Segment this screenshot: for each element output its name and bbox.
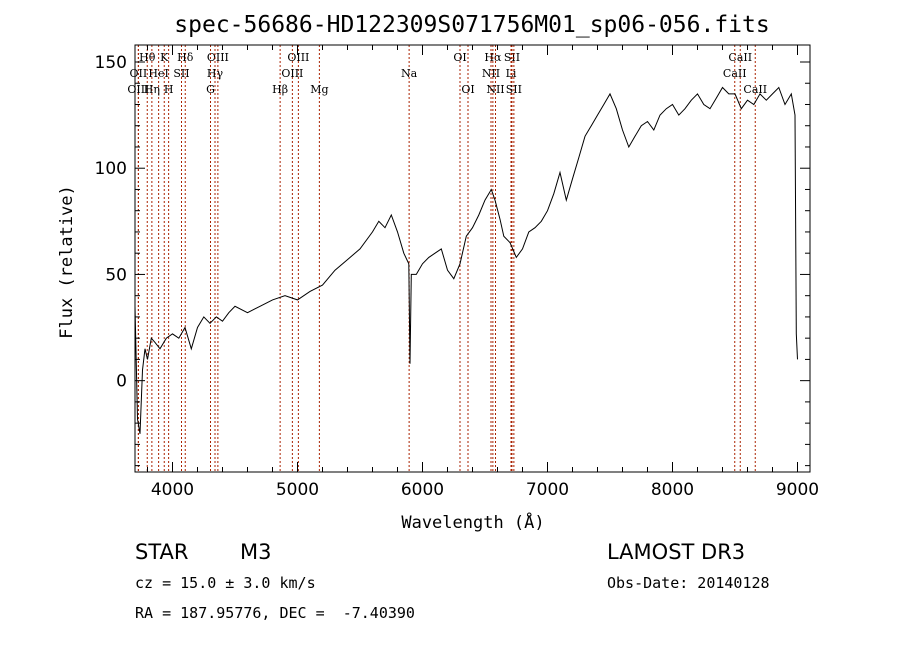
spectral-line-label: K (160, 51, 169, 64)
spectral-line-label: H (164, 83, 174, 96)
spectral-line-label: HeI (148, 67, 168, 80)
object-class: STAR (135, 540, 189, 564)
spectral-line-label: OI (461, 83, 474, 96)
spectral-line-label: CaII (723, 67, 747, 80)
spectral-line-label: Hβ (272, 83, 288, 96)
redshift-velocity: cz = 15.0 ± 3.0 km/s (135, 574, 316, 592)
spectral-line-label: SII (173, 67, 189, 80)
spectral-line-label: OIII (207, 51, 229, 64)
y-tick-label: 0 (116, 372, 127, 392)
observation-date: Obs-Date: 20140128 (607, 574, 770, 592)
y-tick-label: 150 (95, 53, 127, 73)
spectral-line-label: NII (486, 83, 504, 96)
x-tick-label: 6000 (401, 480, 444, 500)
spectral-line-label: Hδ (177, 51, 194, 64)
x-tick-label: 4000 (151, 480, 194, 500)
spectral-line-label: OIII (281, 67, 303, 80)
y-tick-label: 50 (105, 265, 127, 285)
spectral-line-label: NII (482, 67, 500, 80)
spectral-line-label: Li (506, 67, 517, 80)
spectral-line-label: Mg (310, 83, 328, 96)
spectral-line-label: SII (504, 51, 520, 64)
coordinates: RA = 187.95776, DEC = -7.40390 (135, 604, 415, 622)
spectral-line-label: SII (506, 83, 522, 96)
spectral-line-label: OIII (287, 51, 309, 64)
x-tick-label: 5000 (276, 480, 319, 500)
spectral-line-label: G (206, 83, 215, 96)
x-tick-label: 8000 (651, 480, 694, 500)
spectral-line-label: Hα (484, 51, 502, 64)
spectral-line-label: Na (401, 67, 418, 80)
flux-series-line (134, 86, 798, 434)
x-axis-label: Wavelength (Å) (401, 511, 544, 533)
spectral-line-label: CaII (728, 51, 752, 64)
spectral-line-label: Hγ (207, 67, 224, 80)
survey-name: LAMOST DR3 (607, 540, 746, 564)
plot-frame (134, 44, 811, 473)
spectral-line-label: OI (453, 51, 466, 64)
x-tick-label: 9000 (776, 480, 819, 500)
spectral-line-label: CaII (743, 83, 767, 96)
y-tick-label: 100 (95, 159, 127, 179)
chart-title: spec-56686-HD122309S071756M01_sp06-056.f… (174, 12, 769, 38)
x-tick-label: 7000 (526, 480, 569, 500)
y-axis-label: Flux (relative) (57, 185, 77, 339)
spectral-line-label: Hη (144, 83, 160, 96)
spectral-line-label: OIII (127, 83, 149, 96)
object-subclass: M3 (240, 540, 272, 564)
